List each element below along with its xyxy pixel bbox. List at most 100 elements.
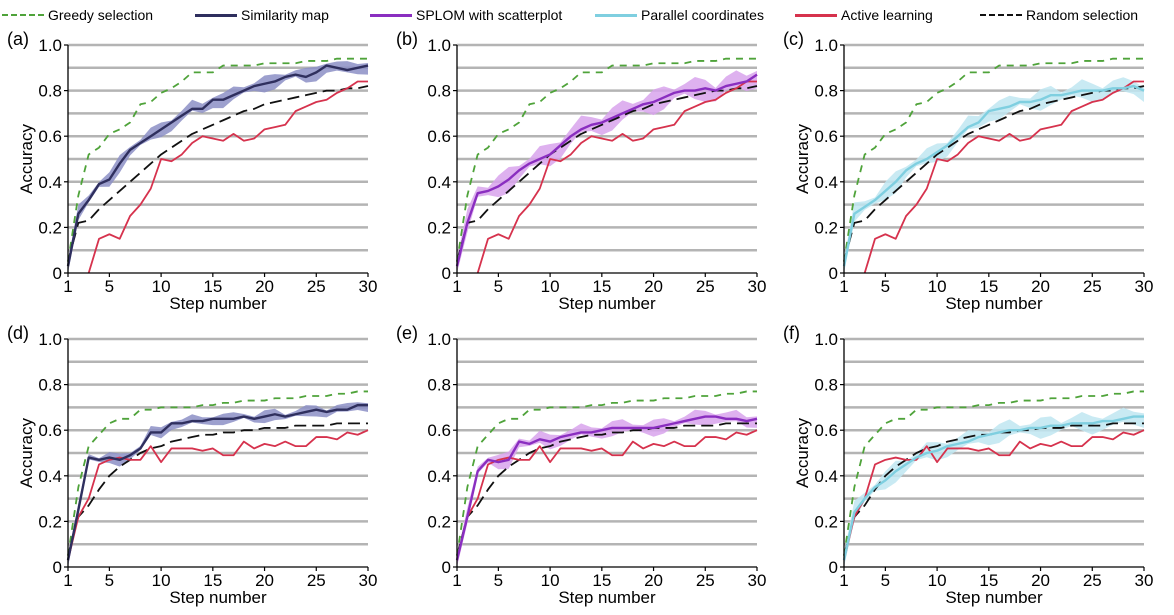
y-tick-label: 0.6 [38,127,62,146]
y-tick-label: 0.4 [427,173,451,192]
x-tick-label: 5 [105,277,114,296]
x-axis-label: Step number [558,588,656,607]
y-tick-label: 0.8 [427,82,451,101]
series-line [842,84,1145,267]
y-tick-label: 0.6 [427,421,451,440]
x-axis-label: Step number [945,294,1043,313]
series-line [456,390,757,556]
x-axis-label: Step number [169,294,267,313]
series-line [67,85,369,262]
legend-item: Random selection [980,6,1138,24]
x-tick-label: 20 [644,277,663,296]
panel-label: (a) [7,30,29,49]
x-tick-label: 15 [979,571,998,590]
panel-label: (f) [783,323,800,343]
y-tick-label: 0.6 [814,127,838,146]
y-tick-label: 0.4 [38,173,62,192]
y-tick-label: 0.4 [427,467,451,486]
y-tick-label: 0.8 [38,82,62,101]
series-line [843,429,1145,561]
x-tick-label: 5 [494,571,503,590]
series-line [87,80,368,274]
legend-swatch [980,14,1022,16]
x-tick-label: 1 [452,571,461,590]
x-tick-label: 25 [307,277,326,296]
legend-item: Parallel coordinates [595,6,764,24]
y-tick-label: 0.6 [38,421,62,440]
series-line [67,57,368,262]
y-tick-label: 0.4 [814,173,838,192]
x-tick-label: 1 [452,277,461,296]
x-tick-label: 1 [839,571,848,590]
legend-label: Parallel coordinates [641,7,764,23]
legend-swatch [2,14,44,16]
x-tick-label: 30 [748,277,767,296]
legend: Greedy selection Similarity map SPLOM with… [0,0,1174,30]
x-tick-label: 25 [696,571,715,590]
series-line [843,57,1144,262]
x-tick-label: 30 [359,571,378,590]
series-line [843,390,1144,556]
x-tick-label: 25 [307,571,326,590]
legend-label: Random selection [1026,7,1139,23]
x-tick-label: 10 [928,571,947,590]
y-tick-label: 0.8 [814,376,838,395]
x-axis-label: Step number [945,588,1043,607]
legend-label: Greedy selection [48,7,154,23]
x-tick-label: 20 [644,571,663,590]
series-line [842,415,1144,561]
y-tick-label: 0 [829,264,838,283]
y-tick-label: 1.0 [814,36,838,55]
x-axis-label: Step number [169,588,267,607]
y-axis-label: Accuracy [17,418,36,488]
y-tick-label: 0 [53,558,62,577]
series-line [456,422,757,556]
x-tick-label: 5 [881,571,890,590]
series-line [476,80,757,274]
legend-label: Similarity map [241,7,329,23]
y-tick-label: 0.4 [814,467,838,486]
legend-item: SPLOM with scatterplot [370,6,562,24]
x-tick-label: 20 [1031,571,1050,590]
series-line [456,57,757,262]
confidence-band [844,77,1144,273]
x-tick-label: 15 [203,277,222,296]
y-axis-label: Accuracy [17,124,36,194]
y-tick-label: 0.2 [814,218,838,237]
panel-label: (c) [783,30,804,49]
confidence-band [68,402,368,567]
legend-item: Greedy selection [2,6,153,24]
panel-label: (b) [396,30,418,49]
y-tick-label: 0.6 [814,421,838,440]
y-tick-label: 0.2 [38,218,62,237]
y-tick-label: 1.0 [427,330,451,349]
series-line [455,415,758,561]
series-line [67,390,368,556]
x-tick-label: 15 [592,571,611,590]
x-tick-label: 10 [541,277,560,296]
y-tick-label: 0.4 [38,467,62,486]
x-tick-label: 30 [359,277,378,296]
legend-item: Active learning [795,6,933,24]
x-tick-label: 20 [255,571,274,590]
series-line [863,80,1144,274]
x-tick-label: 25 [696,277,715,296]
legend-label: Active learning [841,7,933,23]
x-tick-label: 1 [839,277,848,296]
y-tick-label: 0 [442,558,451,577]
series-line [67,429,369,561]
y-tick-label: 0 [53,264,62,283]
legend-item: Similarity map [195,6,329,24]
x-tick-label: 1 [63,571,72,590]
x-tick-label: 10 [152,571,171,590]
series-line [67,422,368,556]
legend-swatch [795,13,837,17]
series-line [843,422,1144,556]
x-tick-label: 5 [494,277,503,296]
